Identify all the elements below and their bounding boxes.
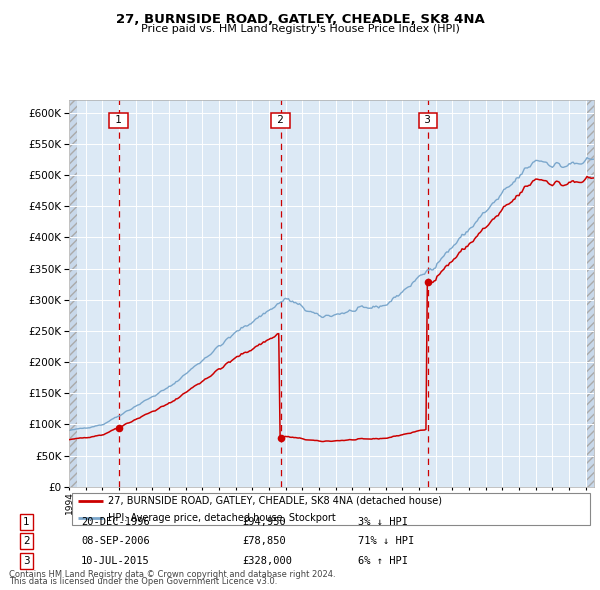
Text: 08-SEP-2006: 08-SEP-2006	[81, 536, 150, 546]
Bar	[69, 100, 77, 487]
Text: Price paid vs. HM Land Registry's House Price Index (HPI): Price paid vs. HM Land Registry's House …	[140, 24, 460, 34]
Text: 1: 1	[112, 115, 125, 125]
Text: 3: 3	[23, 556, 30, 566]
Text: £328,000: £328,000	[242, 556, 292, 566]
Text: 3: 3	[421, 115, 434, 125]
Text: HPI: Average price, detached house, Stockport: HPI: Average price, detached house, Stoc…	[109, 513, 336, 523]
Text: £78,850: £78,850	[242, 536, 286, 546]
Text: This data is licensed under the Open Government Licence v3.0.: This data is licensed under the Open Gov…	[9, 577, 277, 586]
Text: 2: 2	[274, 115, 287, 125]
Bar	[587, 100, 595, 487]
Text: 71% ↓ HPI: 71% ↓ HPI	[358, 536, 414, 546]
Text: 3% ↓ HPI: 3% ↓ HPI	[358, 517, 407, 527]
Text: £94,950: £94,950	[242, 517, 286, 527]
Text: 6% ↑ HPI: 6% ↑ HPI	[358, 556, 407, 566]
Text: 2: 2	[23, 536, 30, 546]
Text: 20-DEC-1996: 20-DEC-1996	[81, 517, 150, 527]
Text: 27, BURNSIDE ROAD, GATLEY, CHEADLE, SK8 4NA: 27, BURNSIDE ROAD, GATLEY, CHEADLE, SK8 …	[116, 13, 484, 26]
Text: 10-JUL-2015: 10-JUL-2015	[81, 556, 150, 566]
FancyBboxPatch shape	[71, 493, 590, 525]
Text: 27, BURNSIDE ROAD, GATLEY, CHEADLE, SK8 4NA (detached house): 27, BURNSIDE ROAD, GATLEY, CHEADLE, SK8 …	[109, 496, 442, 506]
Text: Contains HM Land Registry data © Crown copyright and database right 2024.: Contains HM Land Registry data © Crown c…	[9, 570, 335, 579]
Text: 1: 1	[23, 517, 30, 527]
